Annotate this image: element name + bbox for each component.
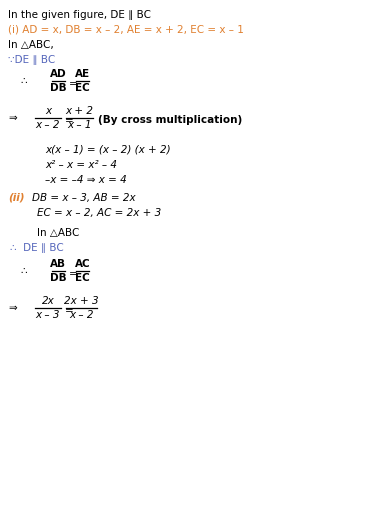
Text: ∴: ∴	[20, 266, 27, 276]
Text: =: =	[69, 79, 77, 89]
Text: ∴: ∴	[20, 76, 27, 86]
Text: x + 2: x + 2	[65, 106, 93, 116]
Text: 2x: 2x	[42, 296, 54, 306]
Text: x – 2: x – 2	[69, 310, 93, 320]
Text: In △ABC: In △ABC	[37, 228, 79, 238]
Text: DB: DB	[50, 83, 66, 93]
Text: x(x – 1) = (x – 2) (x + 2): x(x – 1) = (x – 2) (x + 2)	[45, 145, 170, 155]
Text: AE: AE	[75, 69, 90, 79]
Text: EC = x – 2, AC = 2x + 3: EC = x – 2, AC = 2x + 3	[37, 208, 161, 218]
Text: x – 3: x – 3	[36, 310, 60, 320]
Text: (ii): (ii)	[8, 193, 24, 203]
Text: ∵DE ∥ BC: ∵DE ∥ BC	[8, 55, 55, 65]
Text: DB = x – 3, AB = 2x: DB = x – 3, AB = 2x	[32, 193, 136, 203]
Text: EC: EC	[75, 83, 90, 93]
Text: =: =	[69, 269, 77, 279]
Text: –x = –4 ⇒ x = 4: –x = –4 ⇒ x = 4	[45, 175, 127, 185]
Text: x – 2: x – 2	[36, 120, 60, 130]
Text: =: =	[65, 116, 74, 126]
Text: ⇒: ⇒	[8, 113, 17, 123]
Text: 2x + 3: 2x + 3	[64, 296, 99, 306]
Text: x: x	[45, 106, 51, 116]
Text: DB: DB	[50, 273, 66, 283]
Text: ⇒: ⇒	[8, 303, 17, 313]
Text: AB: AB	[50, 259, 66, 269]
Text: AD: AD	[50, 69, 66, 79]
Text: (By cross multiplication): (By cross multiplication)	[99, 115, 243, 125]
Text: ∴  DE ∥ BC: ∴ DE ∥ BC	[10, 243, 64, 253]
Text: EC: EC	[75, 273, 90, 283]
Text: In the given figure, DE ∥ BC: In the given figure, DE ∥ BC	[8, 10, 151, 20]
Text: x – 1: x – 1	[67, 120, 92, 130]
Text: x² – x = x² – 4: x² – x = x² – 4	[45, 160, 117, 170]
Text: AC: AC	[75, 259, 90, 269]
Text: (i) AD = x, DB = x – 2, AE = x + 2, EC = x – 1: (i) AD = x, DB = x – 2, AE = x + 2, EC =…	[8, 25, 244, 35]
Text: =: =	[65, 306, 74, 316]
Text: In △ABC,: In △ABC,	[8, 40, 54, 50]
